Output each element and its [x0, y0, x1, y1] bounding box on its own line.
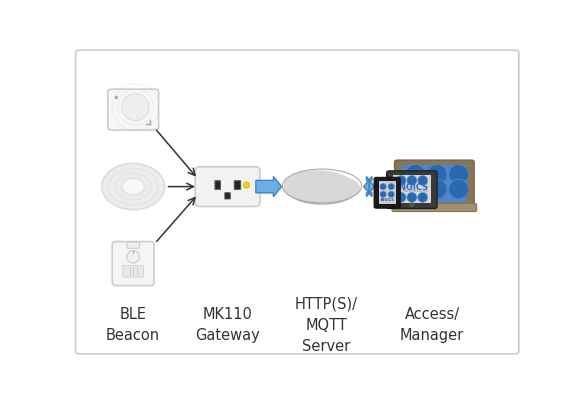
Text: INGICS: INGICS — [396, 183, 428, 192]
Text: INGICS: INGICS — [380, 198, 394, 202]
Ellipse shape — [289, 183, 302, 193]
FancyBboxPatch shape — [123, 266, 143, 277]
Ellipse shape — [102, 164, 165, 210]
FancyBboxPatch shape — [225, 193, 230, 199]
Ellipse shape — [396, 192, 406, 202]
Ellipse shape — [418, 192, 427, 202]
Ellipse shape — [407, 192, 417, 202]
FancyBboxPatch shape — [127, 242, 139, 248]
Ellipse shape — [405, 164, 425, 184]
Ellipse shape — [380, 184, 386, 190]
Ellipse shape — [388, 184, 394, 190]
Ellipse shape — [284, 173, 360, 203]
Ellipse shape — [288, 176, 356, 204]
Ellipse shape — [388, 191, 394, 198]
Text: BLE
Beacon: BLE Beacon — [106, 307, 160, 343]
Ellipse shape — [449, 179, 469, 199]
FancyBboxPatch shape — [374, 177, 400, 208]
Ellipse shape — [243, 182, 249, 188]
Ellipse shape — [122, 178, 144, 195]
FancyBboxPatch shape — [234, 181, 241, 189]
Ellipse shape — [418, 176, 427, 185]
Text: Access/
Manager: Access/ Manager — [400, 307, 464, 343]
FancyBboxPatch shape — [215, 181, 220, 189]
FancyBboxPatch shape — [379, 181, 396, 204]
Ellipse shape — [405, 179, 425, 199]
Ellipse shape — [427, 179, 447, 199]
FancyBboxPatch shape — [402, 165, 467, 202]
FancyBboxPatch shape — [75, 50, 519, 354]
Ellipse shape — [449, 164, 469, 184]
Ellipse shape — [304, 173, 322, 187]
Ellipse shape — [284, 170, 351, 198]
Ellipse shape — [396, 176, 406, 185]
Ellipse shape — [122, 94, 149, 120]
Ellipse shape — [114, 96, 118, 99]
Ellipse shape — [333, 177, 349, 190]
FancyArrow shape — [367, 176, 375, 197]
Ellipse shape — [427, 164, 447, 184]
Ellipse shape — [293, 178, 308, 191]
Ellipse shape — [317, 172, 337, 187]
FancyBboxPatch shape — [195, 167, 260, 206]
Text: HTTP(S)/
MQTT
Server: HTTP(S)/ MQTT Server — [295, 297, 358, 354]
FancyBboxPatch shape — [108, 89, 158, 130]
Ellipse shape — [407, 176, 417, 185]
Ellipse shape — [127, 250, 139, 263]
Text: MK110
Gateway: MK110 Gateway — [195, 307, 260, 343]
Ellipse shape — [409, 202, 414, 207]
FancyBboxPatch shape — [387, 171, 437, 208]
Text: iot connectivity: iot connectivity — [396, 189, 427, 193]
Ellipse shape — [380, 191, 386, 198]
FancyBboxPatch shape — [113, 242, 154, 286]
FancyBboxPatch shape — [392, 204, 477, 212]
FancyBboxPatch shape — [393, 175, 431, 203]
FancyArrow shape — [256, 176, 281, 197]
FancyBboxPatch shape — [394, 160, 474, 207]
FancyArrow shape — [364, 176, 372, 197]
Ellipse shape — [341, 182, 355, 192]
